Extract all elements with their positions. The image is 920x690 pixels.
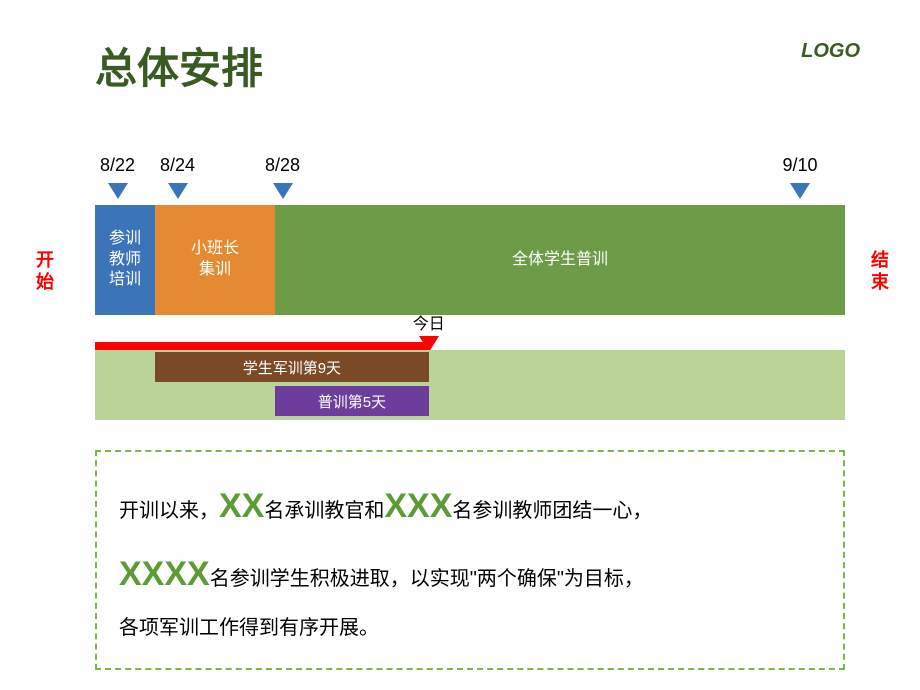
summary-text: 名承训教官和 bbox=[264, 500, 384, 522]
summary-box: 开训以来，XX名承训教官和XXX名参训教师团结一心， XXXX名参训学生积极进取，… bbox=[95, 450, 845, 670]
start-label: 开始 bbox=[30, 250, 60, 293]
phase-block: 全体学生普训 bbox=[275, 205, 845, 315]
sub-bar: 普训第5天 bbox=[275, 386, 429, 416]
date-label: 8/22 bbox=[100, 155, 135, 176]
dates-row: 8/22 8/24 8/28 9/10 bbox=[95, 155, 845, 180]
date-label: 8/24 bbox=[160, 155, 195, 176]
phases-row: 参训 教师 培训小班长 集训全体学生普训 bbox=[95, 205, 845, 315]
today-label: 今日 bbox=[413, 310, 445, 334]
phase-block: 参训 教师 培训 bbox=[95, 205, 155, 315]
date-label: 8/28 bbox=[265, 155, 300, 176]
summary-text: 名参训学生积极进取，以实现"两个确保"为目标， bbox=[210, 568, 644, 590]
sub-bar: 学生军训第9天 bbox=[155, 352, 429, 382]
date-marker-icon bbox=[108, 183, 128, 199]
summary-text: 开训以来， bbox=[119, 500, 219, 522]
date-marker-icon bbox=[790, 183, 810, 199]
end-label: 结束 bbox=[865, 250, 895, 293]
logo: LOGO bbox=[801, 40, 860, 63]
page-title: 总体安排 bbox=[95, 35, 263, 96]
progress-bar bbox=[95, 342, 429, 350]
date-marker-icon bbox=[273, 183, 293, 199]
summary-highlight: XXX bbox=[384, 487, 452, 525]
date-label: 9/10 bbox=[782, 155, 817, 176]
summary-text: 各项军训工作得到有序开展。 bbox=[119, 617, 379, 639]
summary-highlight: XX bbox=[219, 487, 264, 525]
summary-highlight: XXXX bbox=[119, 555, 210, 593]
date-marker-icon bbox=[168, 183, 188, 199]
summary-text: 名参训教师团结一心， bbox=[452, 500, 652, 522]
phase-block: 小班长 集训 bbox=[155, 205, 275, 315]
